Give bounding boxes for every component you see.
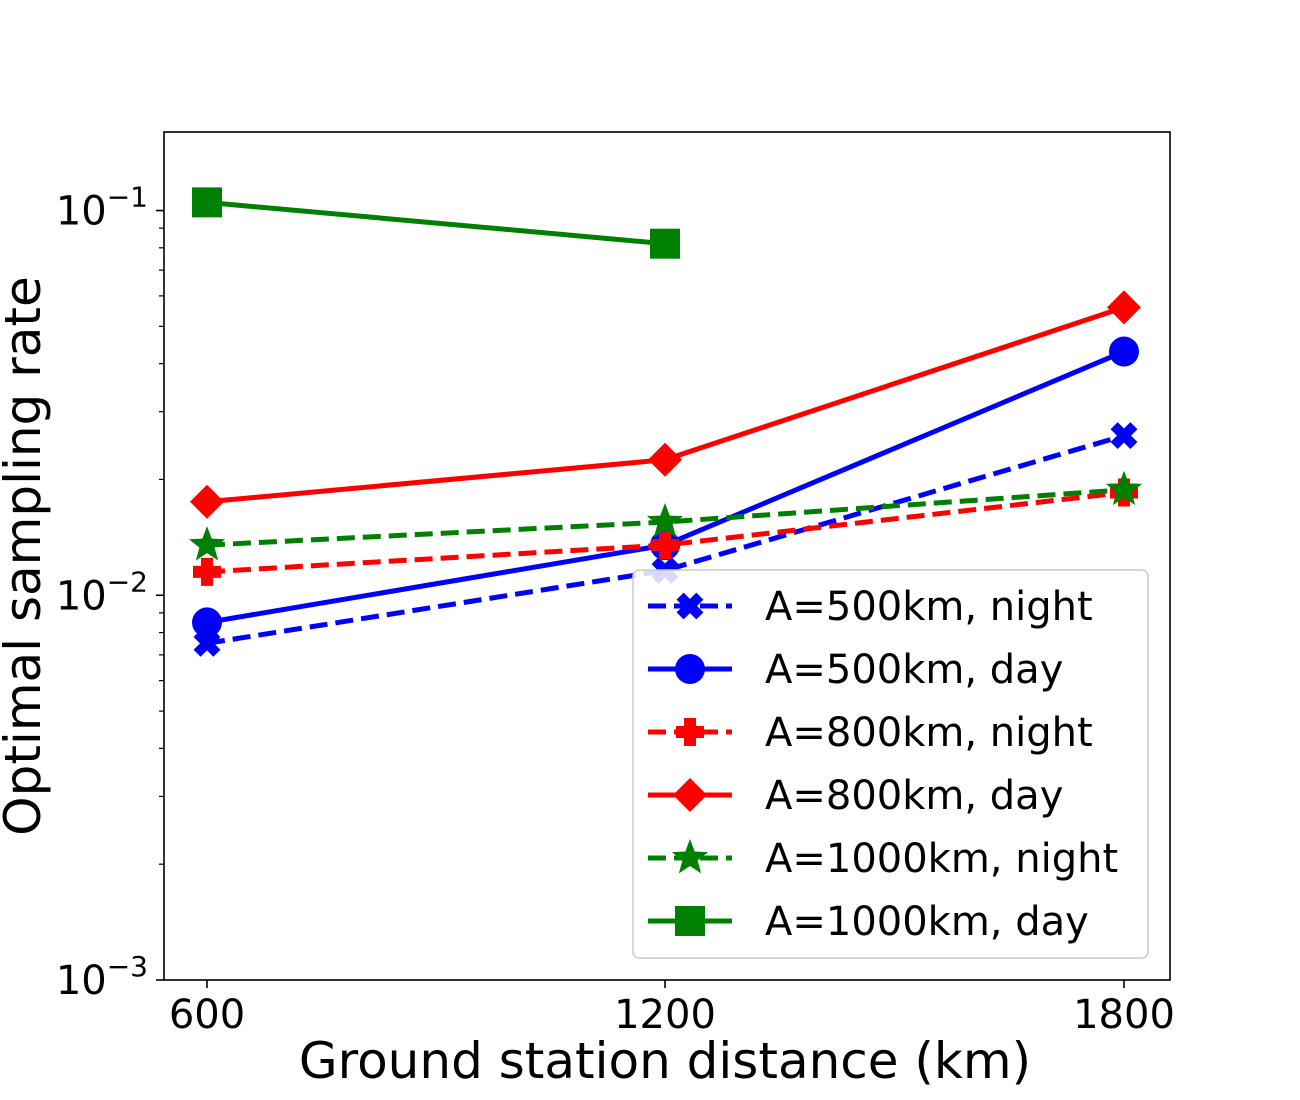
legend-label: A=500km, night	[765, 584, 1093, 630]
legend-item: A=800km, day	[648, 773, 1063, 819]
data-point	[190, 484, 224, 519]
y-tick-label: 10−2	[56, 565, 148, 619]
y-tick-base: 10	[56, 958, 107, 1004]
x-axis: 600 1200 1800	[169, 980, 1175, 1038]
y-axis-label: Optimal sampling rate	[0, 276, 52, 836]
y-tick-exponent: −2	[107, 565, 148, 598]
legend: A=500km, night A=500km, day A=800km, night…	[632, 569, 1149, 959]
data-point	[188, 526, 226, 561]
legend-item: A=800km, night	[648, 710, 1093, 756]
legend-item: A=500km, day	[648, 647, 1063, 693]
legend-marker	[673, 778, 707, 812]
legend-marker	[671, 839, 709, 874]
data-point	[646, 503, 684, 538]
series-layer	[188, 187, 1143, 657]
legend-item: A=1000km, night	[648, 836, 1118, 882]
data-point	[193, 629, 221, 657]
series-line	[206, 433, 1125, 646]
legend-marker	[676, 718, 704, 746]
series-5	[192, 187, 680, 259]
legend-label: A=800km, night	[765, 710, 1093, 756]
data-point	[1109, 336, 1139, 367]
x-tick-label: 1800	[1073, 992, 1175, 1038]
legend-item: A=500km, night	[648, 584, 1093, 630]
legend-marker	[676, 592, 704, 620]
legend-frame	[632, 569, 1149, 959]
y-tick-base: 10	[56, 573, 107, 619]
data-point	[192, 607, 222, 638]
y-tick-base: 10	[56, 189, 107, 235]
y-axis: 10−110−210−3	[56, 181, 164, 1004]
legend-item: A=1000km, day	[648, 899, 1089, 945]
x-tick-label: 600	[169, 992, 245, 1038]
y-tick-exponent: −3	[107, 950, 148, 983]
y-tick-label: 10−3	[56, 950, 148, 1004]
legend-label: A=800km, day	[765, 773, 1063, 819]
series-3	[190, 290, 1141, 519]
data-point	[651, 531, 679, 560]
data-point	[192, 187, 222, 218]
legend-label: A=1000km, day	[765, 899, 1089, 945]
data-point	[650, 228, 680, 259]
data-point	[1110, 422, 1138, 450]
data-point	[1105, 470, 1143, 506]
x-axis-label: Ground station distance (km)	[299, 1032, 1031, 1090]
y-tick-exponent: −1	[107, 181, 148, 214]
data-point	[1107, 290, 1141, 325]
legend-label: A=1000km, night	[765, 836, 1118, 882]
legend-label: A=500km, day	[765, 647, 1063, 693]
data-point	[648, 442, 682, 477]
series-4	[188, 470, 1143, 561]
x-tick-label: 1200	[614, 992, 716, 1038]
y-tick-label: 10−1	[56, 181, 148, 235]
legend-marker	[675, 906, 705, 936]
legend-marker	[675, 654, 705, 684]
data-point	[193, 557, 221, 586]
series-line	[206, 199, 666, 247]
